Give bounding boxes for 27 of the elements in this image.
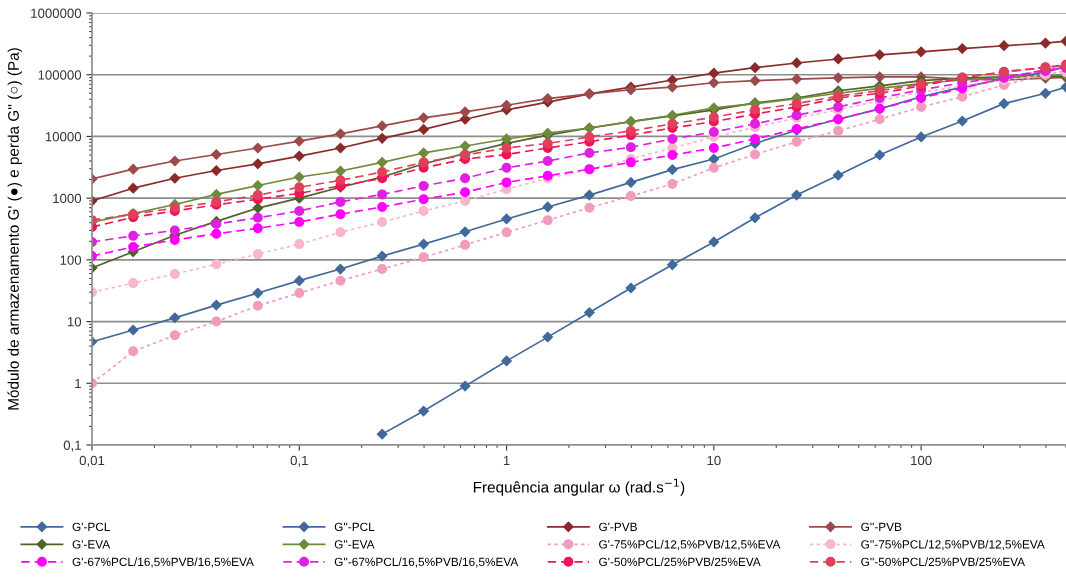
x-axis-title: Frequência angular ω (rad.s$^{−1}$) bbox=[473, 478, 685, 496]
legend-label: G'-EVA bbox=[72, 540, 111, 549]
y-tick-label: 100 bbox=[60, 255, 82, 265]
legend-label: G'-50%PCL/25%PVB/25%EVA bbox=[599, 557, 761, 567]
legend-label: G'-PCL bbox=[72, 522, 110, 532]
y-tick-label: 1000 bbox=[53, 193, 82, 204]
legend-label: G'-75%PCL/12,5%PVB/12,5%EVA bbox=[599, 539, 781, 550]
y-tick-label: 1 bbox=[75, 378, 81, 389]
legend-label: G''-75%PCL/12,5%PVB/12,5%EVA bbox=[861, 539, 1045, 550]
x-tick-label: 100 bbox=[911, 455, 932, 466]
legend-label: G''-PCL bbox=[334, 522, 375, 532]
x-tick-label: 10 bbox=[707, 455, 721, 466]
legend-label: G''-50%PCL/25%PVB/25%EVA bbox=[861, 557, 1026, 567]
y-tick-label: 100000 bbox=[38, 70, 82, 80]
y-axis-title: Módulo de armazenamento G' (●) e perda G'' (○) (Pa) bbox=[7, 48, 22, 410]
legend-label: G''-67%PCL/16,5%PVB/16,5%EVA bbox=[334, 557, 519, 568]
legend-label: G'-PVB bbox=[599, 522, 637, 532]
legend-label: G''-PVB bbox=[861, 522, 902, 532]
legend-label: G''-EVA bbox=[334, 540, 375, 549]
legend-label: G'-67%PCL/16,5%PVB/16,5%EVA bbox=[72, 557, 254, 568]
x-tick-label: 0,1 bbox=[290, 455, 308, 467]
y-tick-label: 1000000 bbox=[31, 8, 82, 18]
y-tick-label: 0,1 bbox=[63, 440, 81, 452]
y-tick-label: 10000 bbox=[45, 132, 82, 142]
x-tick-label: 0,01 bbox=[79, 455, 105, 467]
y-tick-label: 10 bbox=[67, 317, 82, 327]
x-tick-label: 1 bbox=[503, 455, 510, 465]
